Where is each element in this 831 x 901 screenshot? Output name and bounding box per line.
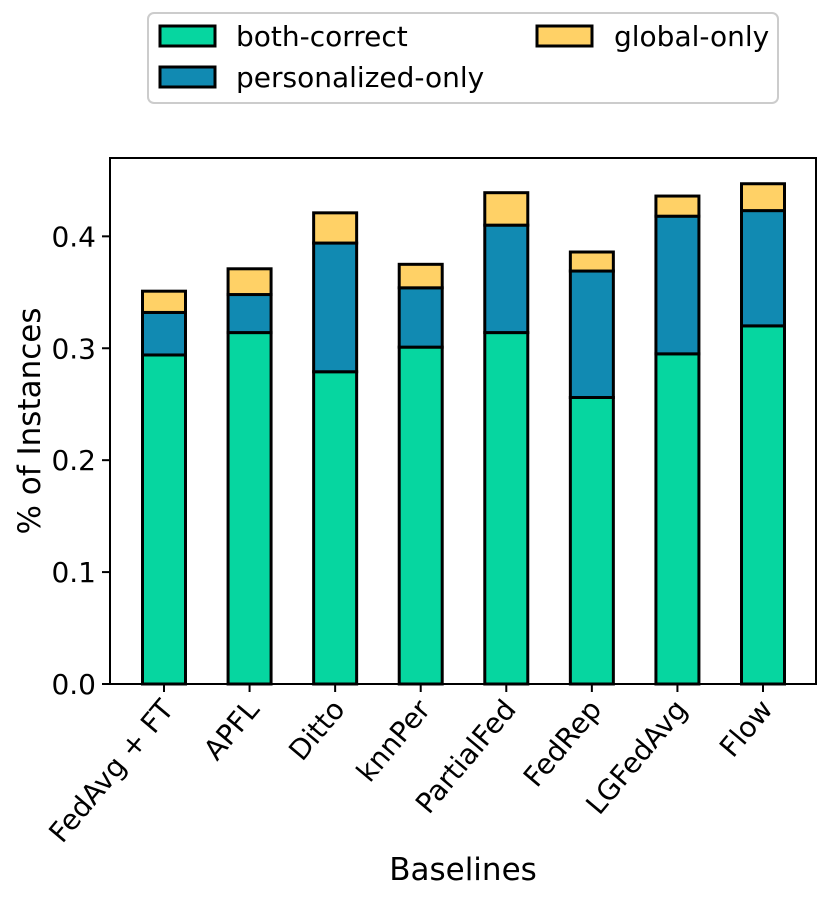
legend-swatch-both-correct <box>158 24 217 48</box>
bars-group <box>141 182 786 686</box>
x-axis-ticks: FedAvg + FT APFL DittoknnPerPartialFedFedR… <box>42 684 779 849</box>
bar-knnper-both-correct <box>397 345 444 686</box>
y-tick-label-0-0: 0.0 <box>51 668 96 701</box>
bar-partialfed-both-correct <box>483 331 530 686</box>
bar-knnper-global-only <box>397 262 444 290</box>
x-tick-label-flow: Flow <box>713 693 779 763</box>
x-tick-label-fedavg-ft: FedAvg + FT <box>42 693 181 849</box>
y-axis-title: % of Instances <box>12 307 48 534</box>
bar-fedavg-ft-both-correct <box>141 353 187 686</box>
bar-fedavg-ft-personalized-only <box>141 310 187 357</box>
bar-flow-both-correct <box>740 324 786 686</box>
bar-flow-global-only <box>740 182 786 213</box>
bar-apfl-personalized-only <box>226 293 273 335</box>
x-tick-label-ditto: Ditto <box>282 693 351 767</box>
legend-swatch-personalized-only <box>158 65 217 89</box>
x-axis-title: Baselines <box>389 852 537 888</box>
y-tick-label-0-2: 0.2 <box>51 444 96 477</box>
legend-frame <box>147 12 779 104</box>
x-tick-label-knnper: knnPer <box>350 693 438 788</box>
y-axis-ticks: 0.0 0.1 0.2 0.3 0.4 <box>51 220 110 701</box>
bar-ditto-personalized-only <box>312 241 359 374</box>
legend-swatch-global-only <box>535 24 594 48</box>
y-tick-label-0-4: 0.4 <box>51 220 96 253</box>
y-tick-label-0-1: 0.1 <box>51 556 96 589</box>
bar-fedrep-both-correct <box>568 395 615 686</box>
x-tick-label-fedrep: FedRep <box>517 693 608 793</box>
bar-flow-personalized-only <box>740 209 786 328</box>
legend-label-personalized-only: personalized-only <box>236 61 484 94</box>
bar-fedavg-ft-global-only <box>141 289 187 314</box>
x-tick-label-apfl: APFL <box>197 693 266 766</box>
bar-partialfed-global-only <box>483 191 530 227</box>
legend-label-global-only: global-only <box>614 20 769 53</box>
bar-apfl-global-only <box>226 267 273 297</box>
legend-label-both-correct: both-correct <box>236 20 408 53</box>
y-tick-label-0-3: 0.3 <box>51 332 96 365</box>
bar-ditto-global-only <box>312 211 359 245</box>
bar-knnper-personalized-only <box>397 286 444 349</box>
bar-apfl-both-correct <box>226 331 273 686</box>
bar-lgfedavg-personalized-only <box>654 214 701 356</box>
bar-lgfedavg-both-correct <box>654 352 701 686</box>
bar-fedrep-personalized-only <box>568 269 615 399</box>
bar-partialfed-personalized-only <box>483 223 530 335</box>
bar-lgfedavg-global-only <box>654 194 701 218</box>
legend: both-correct personalized-only global-on… <box>147 12 779 104</box>
plot-area <box>109 157 817 685</box>
bar-ditto-both-correct <box>312 370 359 686</box>
bar-fedrep-global-only <box>568 250 615 273</box>
